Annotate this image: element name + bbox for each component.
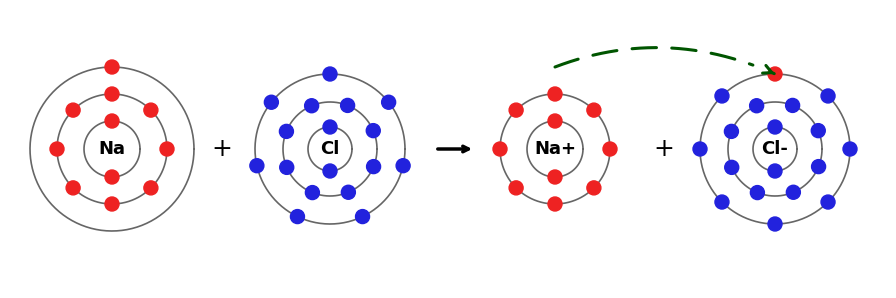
- Circle shape: [305, 99, 319, 113]
- Circle shape: [725, 124, 738, 138]
- Circle shape: [812, 160, 825, 174]
- Circle shape: [548, 87, 562, 101]
- Circle shape: [340, 98, 355, 112]
- Circle shape: [323, 164, 337, 178]
- Circle shape: [144, 181, 158, 195]
- Text: Cl: Cl: [320, 140, 340, 158]
- Circle shape: [750, 186, 764, 200]
- Circle shape: [280, 124, 293, 138]
- Circle shape: [548, 170, 562, 184]
- Circle shape: [306, 186, 319, 200]
- Circle shape: [356, 209, 369, 224]
- Circle shape: [715, 89, 729, 103]
- Circle shape: [786, 98, 799, 112]
- Text: Na+: Na+: [534, 140, 576, 158]
- Circle shape: [323, 67, 337, 81]
- Circle shape: [341, 185, 356, 199]
- Circle shape: [105, 114, 119, 128]
- Circle shape: [509, 103, 523, 117]
- Text: Cl-: Cl-: [762, 140, 788, 158]
- Circle shape: [105, 87, 119, 101]
- Circle shape: [323, 120, 337, 134]
- Circle shape: [603, 142, 617, 156]
- Circle shape: [768, 164, 782, 178]
- Circle shape: [548, 197, 562, 211]
- Circle shape: [290, 209, 305, 224]
- Circle shape: [160, 142, 174, 156]
- Circle shape: [144, 103, 158, 117]
- Circle shape: [768, 217, 782, 231]
- Text: +: +: [211, 137, 232, 161]
- Circle shape: [509, 181, 523, 195]
- Circle shape: [105, 197, 119, 211]
- Circle shape: [250, 159, 264, 173]
- Circle shape: [105, 60, 119, 74]
- Circle shape: [693, 142, 707, 156]
- Circle shape: [366, 124, 380, 138]
- Circle shape: [821, 195, 835, 209]
- Circle shape: [768, 67, 782, 81]
- Circle shape: [50, 142, 64, 156]
- Circle shape: [587, 181, 601, 195]
- Circle shape: [587, 103, 601, 117]
- Circle shape: [548, 114, 562, 128]
- Circle shape: [821, 89, 835, 103]
- Circle shape: [493, 142, 507, 156]
- Circle shape: [264, 95, 279, 109]
- Circle shape: [750, 99, 763, 113]
- Circle shape: [715, 195, 729, 209]
- Circle shape: [811, 124, 825, 138]
- Circle shape: [105, 170, 119, 184]
- Circle shape: [280, 160, 294, 174]
- Text: +: +: [653, 137, 675, 161]
- Circle shape: [787, 185, 800, 199]
- Circle shape: [66, 103, 80, 117]
- Circle shape: [366, 160, 381, 174]
- Circle shape: [382, 95, 396, 109]
- Circle shape: [843, 142, 857, 156]
- Text: Na: Na: [99, 140, 125, 158]
- Circle shape: [768, 120, 782, 134]
- Circle shape: [725, 160, 738, 174]
- Circle shape: [396, 159, 410, 173]
- Circle shape: [66, 181, 80, 195]
